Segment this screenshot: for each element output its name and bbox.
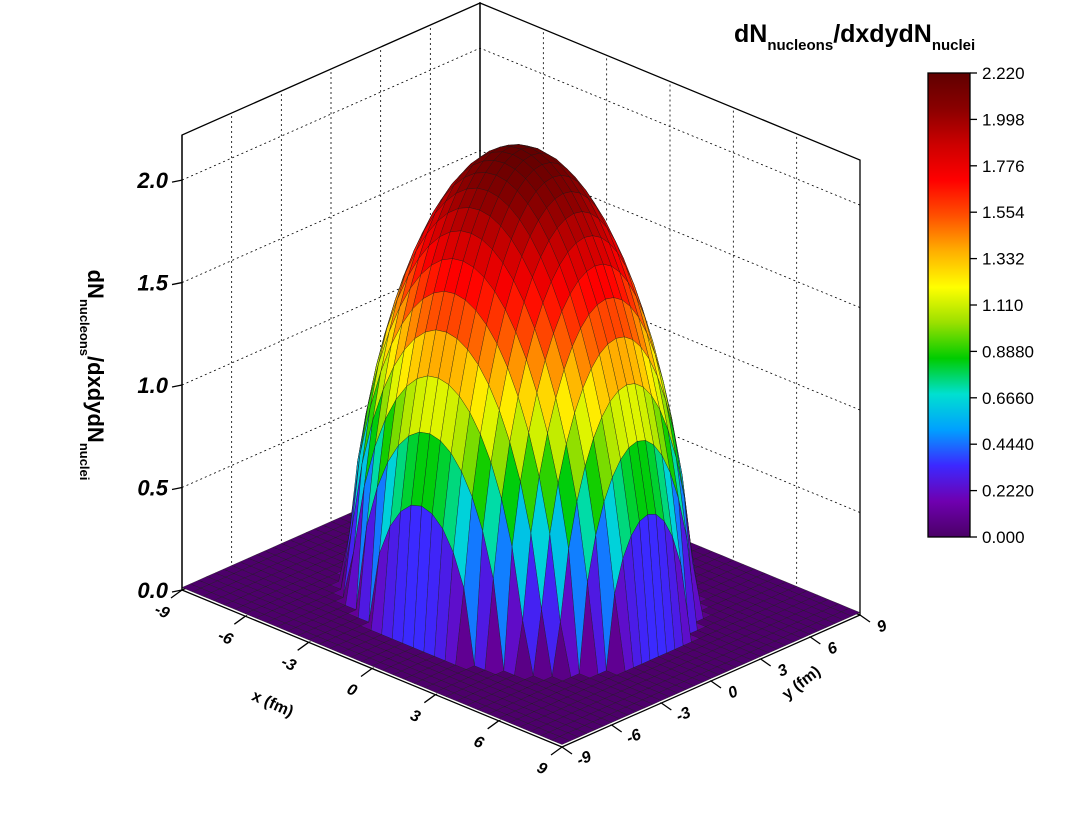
z-gridline [181,47,861,206]
colorbar-gradient [927,72,971,538]
colorbar-tick-label: 2.220 [982,64,1025,83]
z-gridline [181,150,861,308]
surface-cell [550,736,571,745]
x-tick [423,694,436,704]
y-tick-label: -3 [674,704,694,725]
z-tick [171,384,183,388]
y-tick-label: 6 [825,639,840,658]
y-tick-label: 9 [875,617,890,636]
y-tick [710,680,722,689]
y-tick [660,702,672,711]
chart-title-text: dNnucleons/dxdydNnuclei [734,20,975,54]
colorbar-tick-label: 0.8880 [982,342,1034,361]
z-tick [171,179,183,183]
y-tick-label: 3 [775,661,790,680]
colorbar: 2.220 1.998 1.776 1.554 1.332 1.110 0.8880 0.66… [927,64,1034,547]
x-tick-label: 6 [471,733,486,752]
z-axis-title: dNnucleons/dxdydNnuclei [77,270,108,481]
z-tick-label: 1.5 [137,271,168,296]
x-tick [170,589,183,599]
x-tick-label: 3 [408,707,423,726]
y-tick [561,746,573,755]
z-tick-label: 2.0 [136,168,168,193]
z-tick-label: 1.0 [137,373,168,398]
colorbar-tick-label: 0.2220 [982,482,1034,501]
z-tick [171,281,183,286]
colorbar-tick-label: 0.4440 [982,435,1034,454]
x-tick-label: 0 [344,681,359,700]
z-tick [171,486,183,491]
colorbar-tick-label: 1.776 [982,157,1025,176]
x-tick [297,641,310,651]
x-tick [360,667,373,678]
x-tick [233,615,246,625]
y-tick-label: 0 [726,683,741,702]
colorbar-tick-label: 1.110 [982,296,1023,315]
y-tick [611,724,623,733]
z-tick-label: 0.0 [137,578,168,603]
colorbar-tick-label: 0.6660 [982,389,1034,408]
colorbar-tick-label: 1.554 [982,203,1025,222]
chart-title: dNnucleons/dxdydNnuclei [734,20,975,54]
y-tick [809,636,821,645]
z-tick-label: 0.5 [137,476,168,501]
colorbar-tick-label: 1.332 [982,250,1025,269]
axis-ticks: 0.0 0.5 1.0 1.5 2.0 -9 -6 -3 0 3 6 9 -9 -6 -3 0 3 6 9 x (fm… [77,168,890,778]
x-tick-label: 9 [534,759,549,778]
colorbar-tick-label: 1.998 [982,110,1025,129]
y-tick [859,614,871,623]
x-tick-label: -6 [215,627,235,648]
y-tick-label: -9 [574,748,594,769]
x-tick [487,720,500,730]
colorbar-tick-label: 0.000 [982,528,1025,547]
z-tick [171,589,183,593]
x-tick-label: -3 [279,654,299,675]
x-tick [550,746,563,756]
x-tick-label: -9 [152,601,172,622]
y-tick-label: -6 [624,726,644,747]
y-tick [760,658,772,667]
surface-mesh [181,144,861,745]
x-axis-title: x (fm) [249,688,296,721]
